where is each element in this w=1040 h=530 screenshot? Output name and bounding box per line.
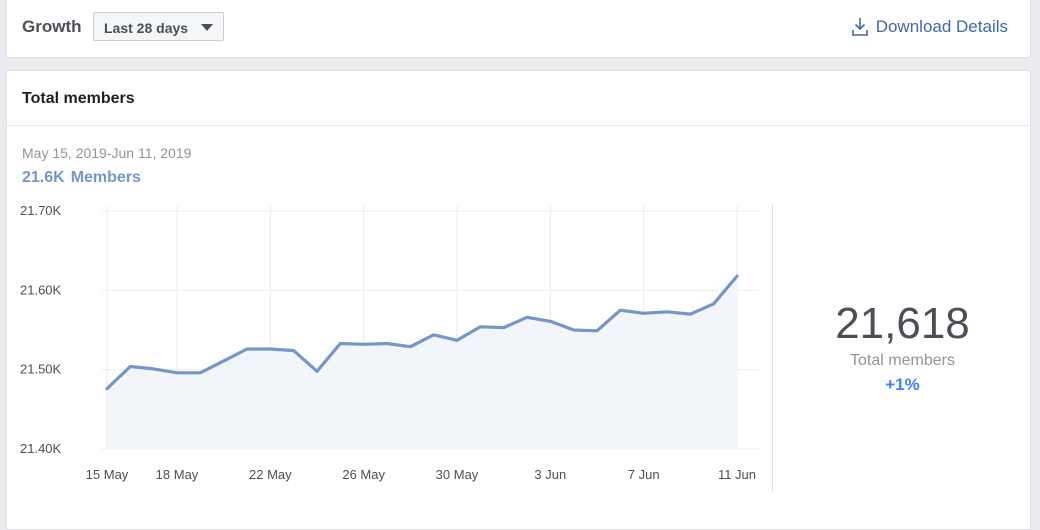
data-point[interactable] [524, 314, 530, 320]
data-point[interactable] [454, 337, 460, 343]
download-details-label: Download Details [875, 17, 1008, 36]
x-tick-label: 15 May [86, 467, 129, 482]
x-tick-label: 30 May [436, 467, 479, 482]
data-point[interactable] [337, 340, 343, 346]
data-point[interactable] [174, 370, 180, 376]
date-range-label: May 15, 2019-Jun 11, 2019 [22, 145, 192, 161]
caret-down-icon [201, 24, 213, 31]
data-point[interactable] [314, 368, 320, 374]
data-point[interactable] [477, 324, 483, 330]
date-range-select[interactable]: Last 28 days [93, 12, 224, 41]
card-title: Total members [22, 90, 135, 107]
chart-divider [772, 204, 773, 492]
x-tick-label: 18 May [156, 467, 199, 482]
data-point[interactable] [594, 328, 600, 334]
data-point[interactable] [104, 386, 110, 392]
data-point[interactable] [711, 301, 717, 307]
data-point[interactable] [244, 346, 250, 352]
total-members-value: 21,618 [835, 299, 970, 348]
data-point[interactable] [431, 332, 437, 338]
total-members-change: +1% [885, 375, 920, 394]
x-tick-label: 7 Jun [628, 467, 660, 482]
x-tick-label: 3 Jun [534, 467, 566, 482]
data-point[interactable] [571, 327, 577, 333]
members-area [107, 276, 737, 449]
members-line [105, 274, 739, 391]
data-point[interactable] [197, 370, 203, 376]
members-summary: 21.6K Members [22, 169, 141, 187]
data-point[interactable] [547, 318, 553, 324]
members-summary-label: Members [70, 169, 141, 186]
data-point[interactable] [267, 346, 273, 352]
date-range-select-label: Last 28 days [104, 20, 189, 36]
x-tick-label: 26 May [342, 467, 385, 482]
data-point[interactable] [291, 348, 297, 354]
data-point[interactable] [151, 366, 157, 372]
y-tick-label: 21.50K [20, 362, 62, 377]
members-chart: 21.70K 21.60K 21.50K 21.40K 15 May 18 May 22 M… [20, 203, 759, 482]
data-point[interactable] [407, 344, 413, 350]
members-summary-value: 21.6K [22, 169, 65, 186]
download-details-link[interactable]: Download Details [851, 17, 1008, 37]
data-point[interactable] [501, 325, 507, 331]
data-point[interactable] [641, 310, 647, 316]
growth-header: Growth Last 28 days Download Details [6, 0, 1031, 58]
y-tick-label: 21.40K [20, 441, 62, 456]
download-icon [851, 18, 868, 36]
total-members-label: Total members [850, 352, 955, 369]
data-point[interactable] [734, 273, 740, 279]
y-tick-label: 21.70K [20, 203, 62, 218]
data-point[interactable] [687, 311, 693, 317]
card-header: Total members [7, 71, 1030, 126]
data-point[interactable] [664, 309, 670, 315]
total-members-card: Total members May 15, 2019-Jun 11, 2019 … [6, 70, 1031, 530]
growth-title: Growth [22, 17, 82, 36]
data-point[interactable] [127, 363, 133, 369]
x-tick-label: 11 Jun [718, 467, 756, 482]
data-point[interactable] [617, 307, 623, 313]
data-point[interactable] [221, 358, 227, 364]
y-tick-label: 21.60K [20, 282, 62, 297]
x-tick-label: 22 May [249, 467, 292, 482]
data-point[interactable] [361, 341, 367, 347]
data-point[interactable] [384, 340, 390, 346]
